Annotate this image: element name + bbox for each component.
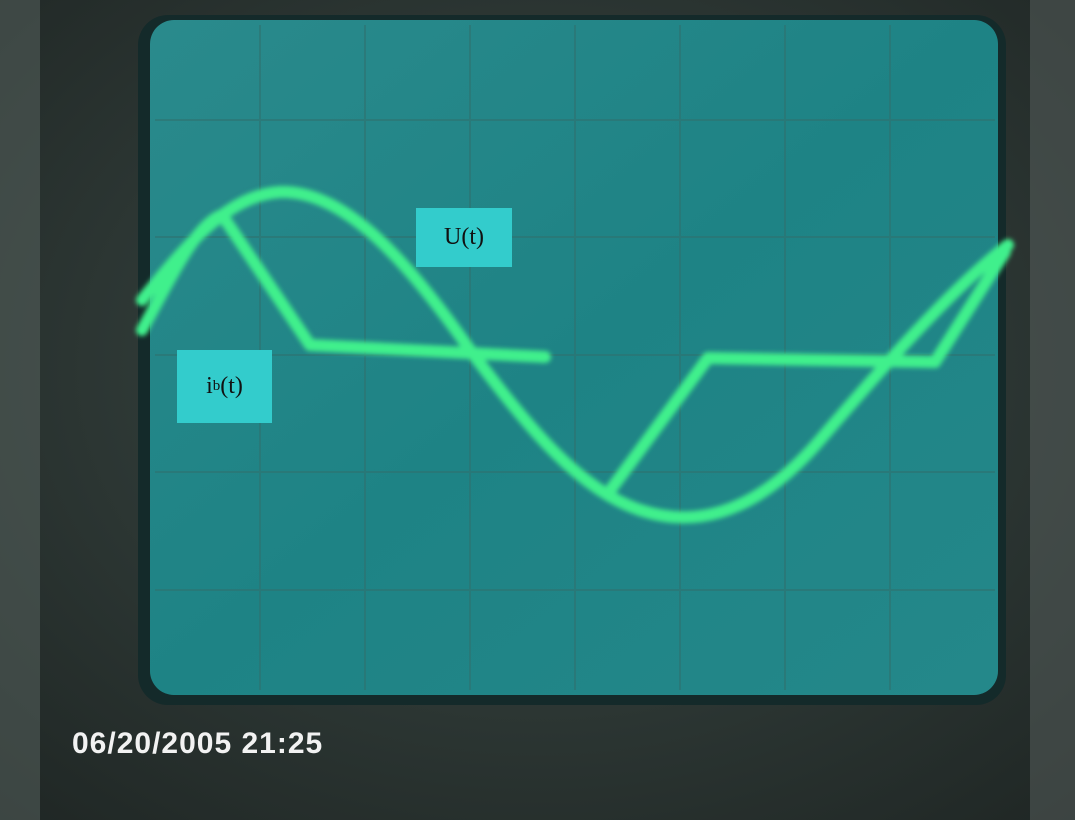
voltage-label: U(t) — [416, 208, 512, 267]
bezel-edge — [0, 0, 40, 820]
current-label-base: i — [206, 373, 213, 400]
timestamp: 06/20/2005 21:25 — [72, 727, 323, 761]
page: U(t) ib(t) 06/20/2005 21:25 (() => { con… — [0, 0, 1075, 820]
current-label-sub: b — [213, 378, 221, 395]
bezel-edge — [1030, 0, 1075, 820]
voltage-label-text: U(t) — [444, 224, 484, 251]
scope-photo — [0, 0, 1075, 820]
current-label-suffix: (t) — [220, 373, 243, 400]
